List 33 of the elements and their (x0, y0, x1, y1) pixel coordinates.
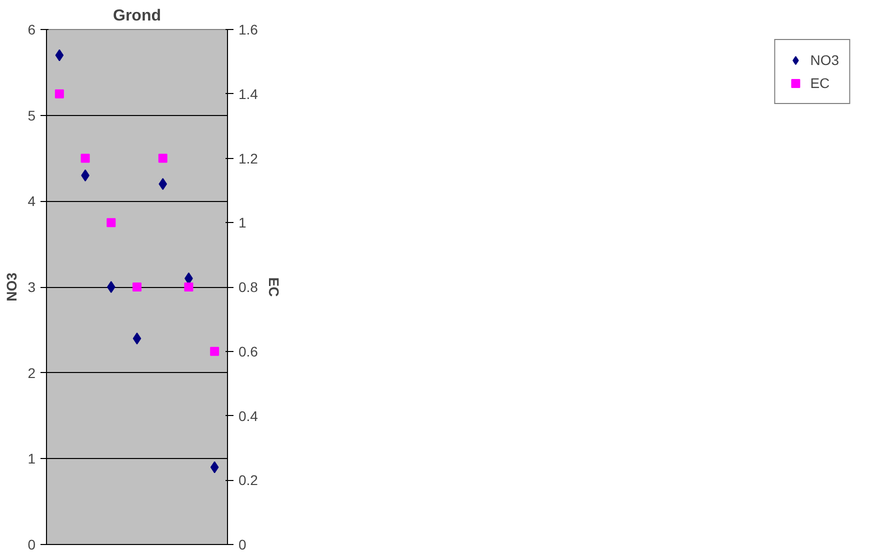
y2-tick-label: 0.2 (238, 472, 258, 488)
y2-tick-label: 0 (238, 536, 246, 552)
legend-label: NO3 (810, 52, 839, 68)
point (106, 218, 116, 228)
y-tick-label: 1 (28, 450, 36, 467)
point (106, 281, 116, 293)
y-axis-title: NO3 (4, 272, 20, 302)
y-tick-label: 3 (28, 279, 36, 295)
y-tick-label: 5 (28, 107, 36, 124)
y2-tick-label: 0.6 (238, 343, 258, 360)
point (158, 178, 168, 190)
y2-tick-label: 0.4 (238, 408, 258, 424)
legend-label: EC (810, 75, 830, 91)
y-tick-label: 6 (28, 22, 36, 38)
point (80, 154, 90, 163)
y2-axis-title: EC (266, 277, 282, 297)
y2-tick-label: 1.2 (238, 150, 258, 166)
point (132, 282, 142, 292)
point (210, 461, 219, 474)
point (184, 282, 194, 292)
y-tick-label: 4 (28, 193, 36, 210)
point (132, 332, 142, 344)
y-tick-label: 2 (28, 364, 36, 381)
point (210, 346, 220, 356)
y2-tick-label: 0.8 (238, 279, 258, 295)
chart-title: Grond (113, 8, 162, 24)
y2-tick-label: 1.6 (238, 22, 258, 38)
y2-tick-label: 1.4 (238, 86, 258, 102)
y-tick-label: 0 (28, 536, 36, 552)
y2-tick-label: 1 (238, 214, 246, 231)
point (55, 49, 64, 62)
point (158, 154, 168, 163)
point (54, 89, 64, 98)
